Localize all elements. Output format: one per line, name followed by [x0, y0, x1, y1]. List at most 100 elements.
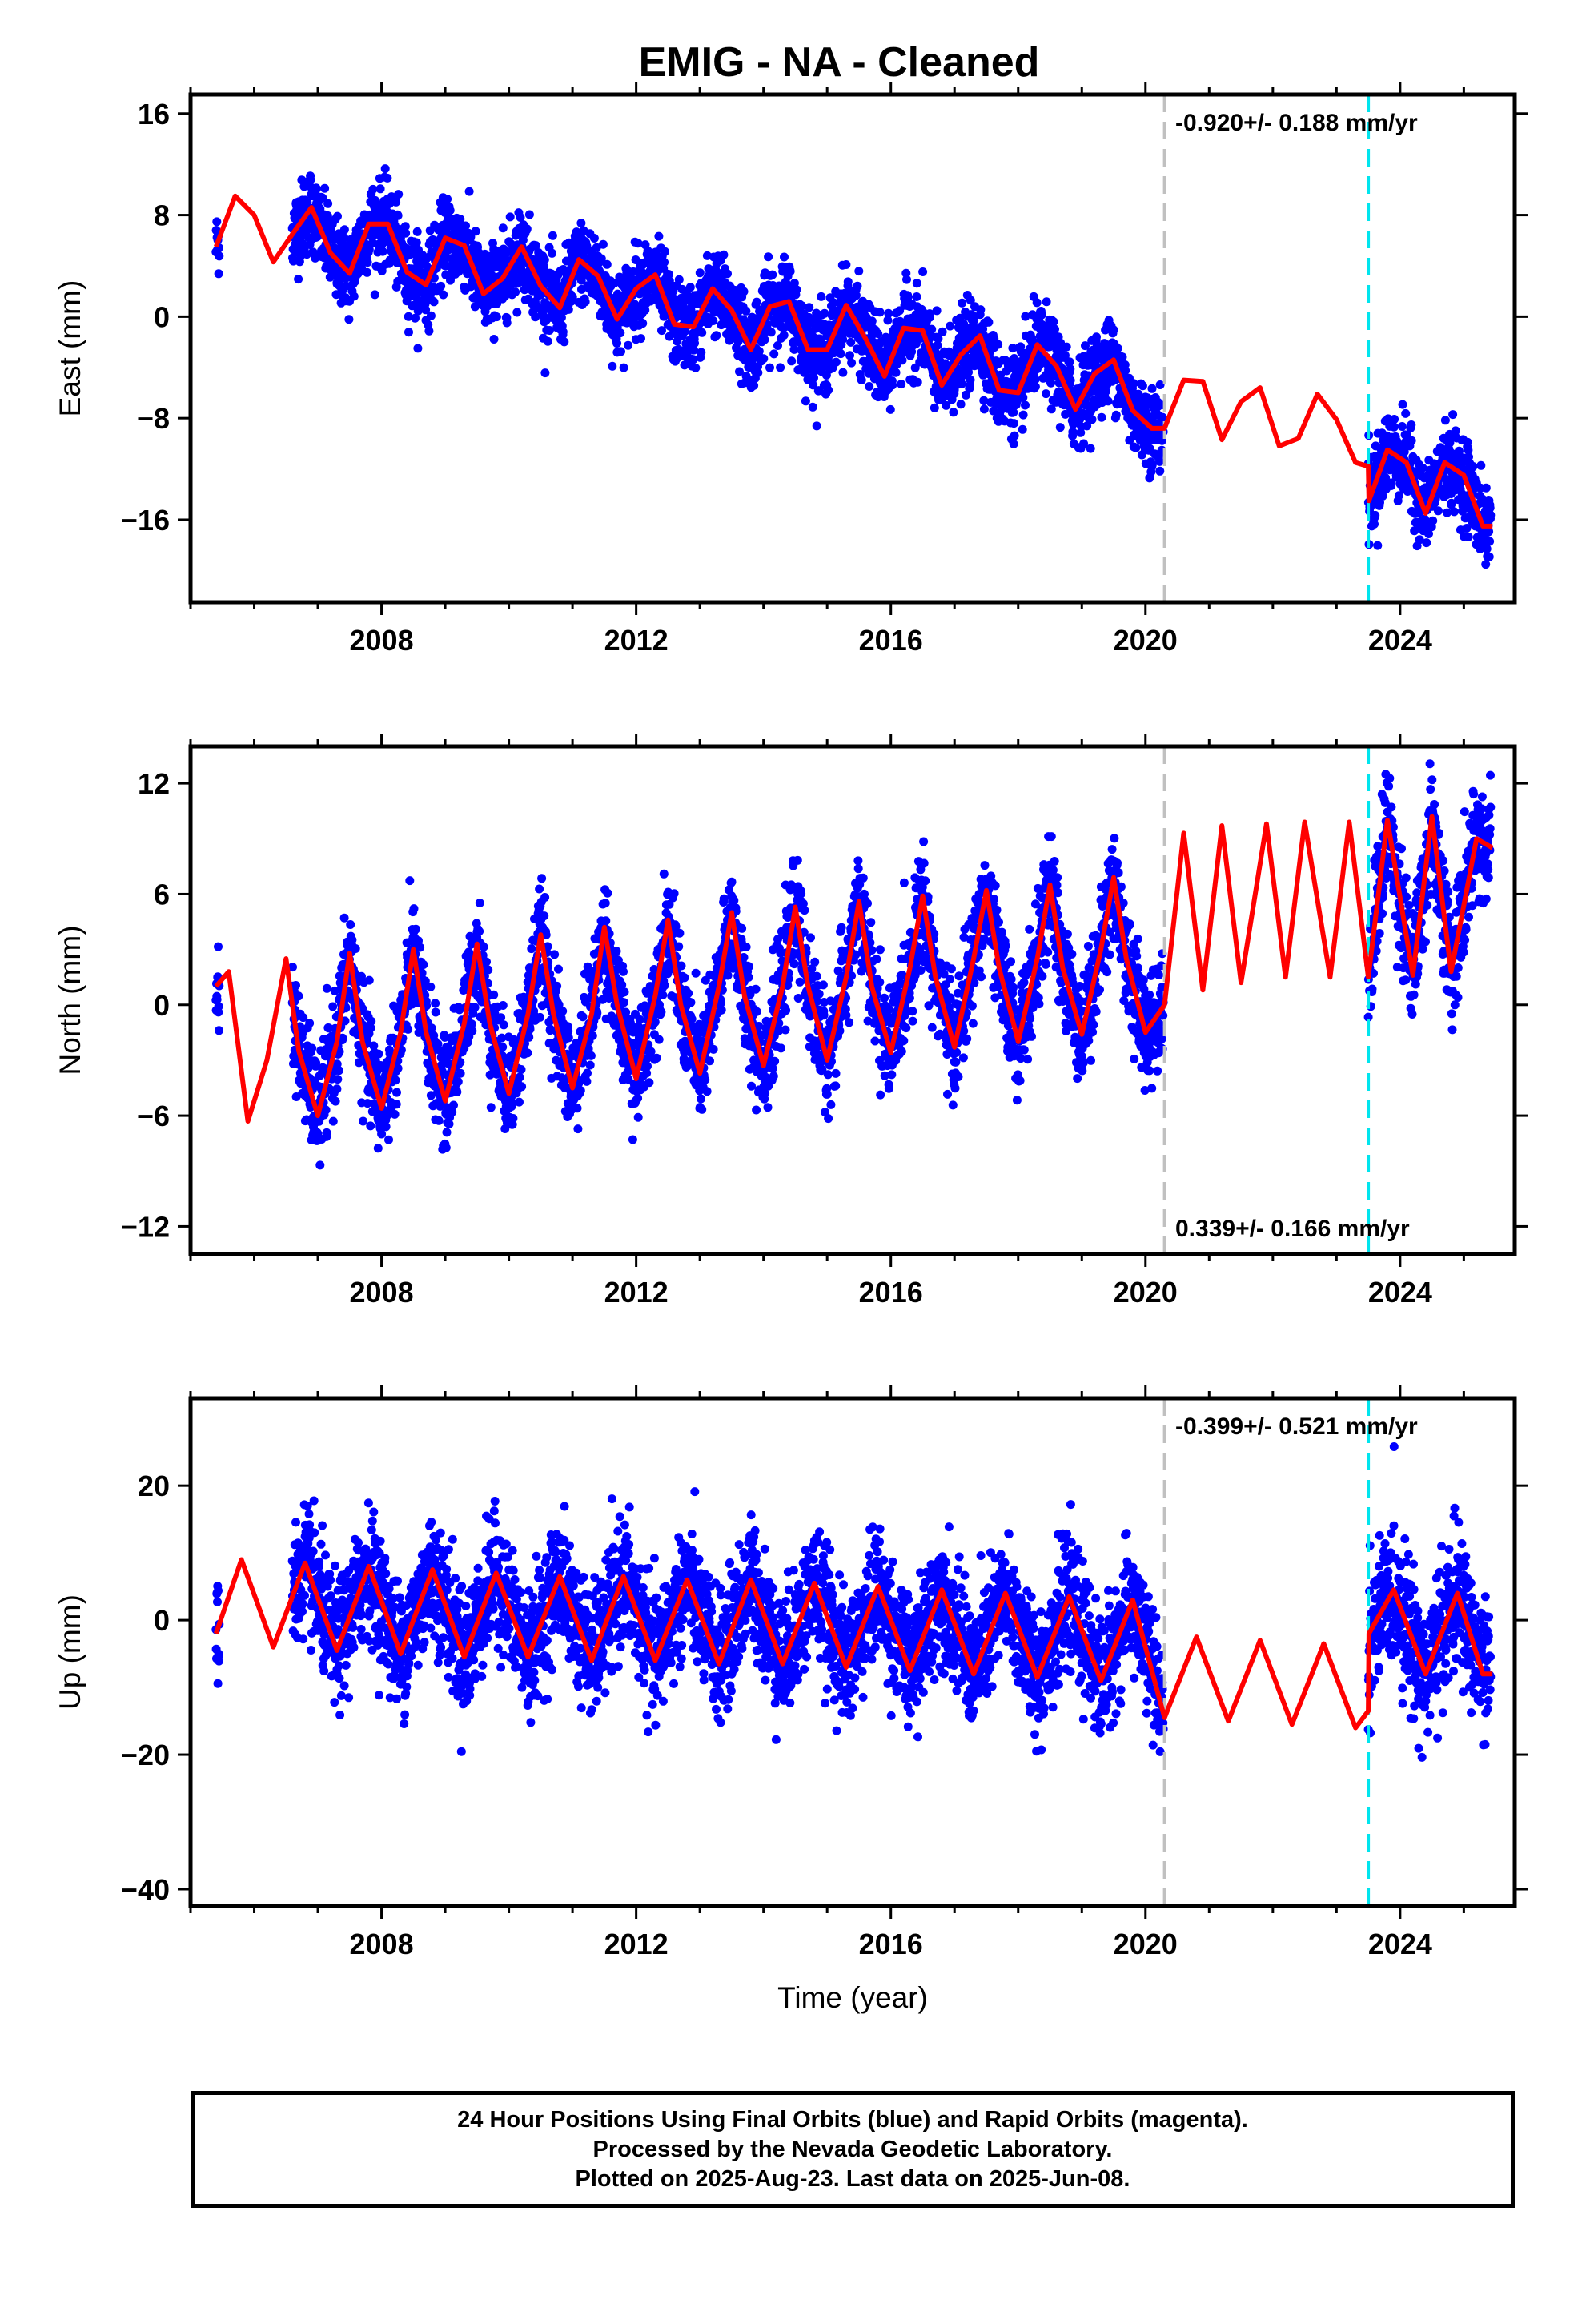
x-tick-label: 2012 — [604, 624, 669, 657]
x-tick-label: 2016 — [859, 624, 923, 657]
data-point — [805, 303, 814, 312]
data-point — [897, 356, 907, 365]
data-point — [1046, 378, 1056, 388]
data-point — [885, 404, 895, 414]
data-point — [339, 913, 349, 923]
data-point — [664, 270, 673, 279]
data-point — [752, 297, 761, 307]
data-point — [482, 957, 491, 967]
data-point — [741, 306, 751, 316]
data-point — [633, 239, 643, 248]
data-point — [405, 876, 415, 886]
data-point — [1111, 410, 1121, 420]
data-point — [212, 217, 222, 227]
data-point — [785, 267, 795, 276]
data-point — [404, 1024, 413, 1034]
data-point — [854, 267, 864, 276]
data-point — [456, 1068, 465, 1078]
data-point — [927, 324, 937, 334]
data-point — [979, 396, 989, 405]
data-point — [368, 184, 378, 194]
data-point — [1476, 460, 1486, 470]
data-point — [1407, 420, 1416, 429]
data-point — [1378, 491, 1387, 501]
data-point — [522, 224, 532, 234]
data-point — [374, 1049, 383, 1059]
data-point — [1464, 445, 1473, 455]
data-point — [888, 380, 897, 390]
data-point — [1390, 415, 1399, 424]
data-point — [1486, 510, 1496, 520]
data-point — [489, 335, 499, 344]
data-point — [824, 385, 833, 395]
data-point — [498, 223, 508, 233]
data-point — [377, 1129, 387, 1139]
plot-area — [211, 746, 1496, 1254]
data-point — [315, 1160, 325, 1170]
data-point — [956, 400, 966, 409]
data-point — [363, 267, 371, 277]
data-points-east — [211, 164, 1496, 569]
data-point — [1009, 408, 1018, 417]
data-point — [1434, 506, 1443, 516]
data-point — [464, 187, 474, 196]
data-point — [624, 340, 633, 350]
data-point — [754, 347, 764, 356]
data-point — [404, 312, 413, 321]
data-point — [564, 304, 573, 314]
data-point — [766, 328, 776, 337]
data-point — [364, 975, 374, 985]
data-point — [1032, 298, 1042, 308]
data-point — [1030, 382, 1040, 392]
data-point — [946, 321, 955, 331]
data-point — [598, 239, 608, 249]
data-point — [616, 328, 625, 338]
data-point — [897, 380, 906, 389]
data-point — [739, 287, 749, 296]
data-point — [1066, 376, 1075, 385]
data-point — [1129, 379, 1138, 388]
data-point — [979, 404, 989, 414]
data-point — [440, 261, 450, 271]
data-point — [299, 1013, 308, 1023]
data-point — [1445, 438, 1455, 448]
data-point — [1449, 507, 1459, 517]
data-point — [1009, 419, 1018, 428]
data-point — [638, 319, 648, 328]
data-point — [912, 292, 921, 301]
data-point — [411, 313, 420, 323]
model-curve — [213, 193, 1493, 529]
data-point — [378, 247, 387, 256]
data-point — [544, 326, 554, 335]
chart-title: EMIG - NA - Cleaned — [639, 39, 1040, 86]
data-point — [958, 298, 967, 308]
data-point — [636, 334, 645, 344]
data-point — [612, 339, 622, 348]
data-point — [1066, 364, 1075, 374]
data-point — [445, 206, 455, 215]
data-point — [413, 344, 423, 353]
data-point — [596, 254, 606, 263]
data-point — [1422, 538, 1431, 548]
data-point — [1125, 436, 1134, 445]
data-point — [1389, 422, 1399, 432]
data-point — [918, 267, 928, 276]
x-tick-label: 2020 — [1114, 624, 1178, 657]
data-point — [1443, 508, 1452, 517]
rate-label: -0.920+/- 0.188 mm/yr — [1175, 110, 1418, 136]
data-point — [339, 225, 349, 235]
data-point — [938, 327, 947, 336]
data-point — [640, 305, 650, 315]
data-point — [568, 292, 577, 302]
data-point — [364, 245, 374, 255]
y-tick-label: 8 — [154, 199, 170, 232]
data-point — [328, 1116, 338, 1126]
data-point — [930, 403, 939, 412]
data-point — [461, 221, 470, 231]
data-point — [903, 292, 913, 302]
data-point — [780, 252, 789, 262]
data-point — [749, 380, 759, 390]
data-points-north — [211, 759, 1496, 1170]
data-point — [1481, 560, 1491, 569]
